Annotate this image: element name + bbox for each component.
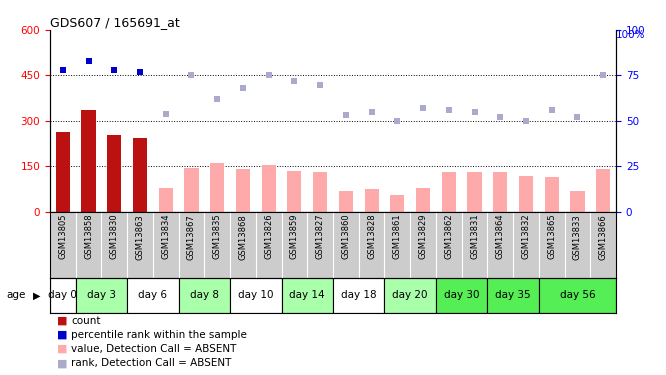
Text: GSM13834: GSM13834 (161, 214, 170, 260)
Text: ■: ■ (57, 358, 67, 368)
Bar (81, 110, 96, 212)
Text: day 8: day 8 (190, 290, 219, 300)
Text: GSM13829: GSM13829 (418, 214, 428, 260)
Bar (570, 191, 585, 212)
Text: GSM13860: GSM13860 (342, 214, 350, 260)
Bar (442, 172, 456, 212)
Text: day 30: day 30 (444, 290, 480, 300)
Bar (416, 188, 430, 212)
Text: count: count (71, 316, 101, 326)
Bar (313, 172, 327, 212)
Bar (184, 168, 198, 212)
Bar (436, 278, 488, 313)
Text: percentile rank within the sample: percentile rank within the sample (71, 330, 247, 340)
Text: GSM13831: GSM13831 (470, 214, 479, 260)
Text: day 56: day 56 (559, 290, 595, 300)
Bar (519, 176, 533, 212)
Text: GSM13867: GSM13867 (187, 214, 196, 260)
Text: GSM13864: GSM13864 (496, 214, 505, 260)
Text: GSM13865: GSM13865 (547, 214, 556, 260)
Bar (384, 278, 436, 313)
Text: day 3: day 3 (87, 290, 116, 300)
Bar (76, 278, 127, 313)
Text: day 18: day 18 (341, 290, 376, 300)
Bar (107, 135, 121, 212)
Text: GSM13866: GSM13866 (599, 214, 607, 260)
Text: 100%: 100% (616, 30, 645, 40)
Text: ■: ■ (57, 316, 67, 326)
Text: day 35: day 35 (496, 290, 531, 300)
Text: GSM13835: GSM13835 (212, 214, 222, 260)
Text: GSM13858: GSM13858 (84, 214, 93, 260)
Bar (390, 195, 404, 212)
Text: GSM13828: GSM13828 (367, 214, 376, 260)
Bar (539, 278, 616, 313)
Text: GSM13862: GSM13862 (444, 214, 454, 260)
Text: ▶: ▶ (33, 290, 41, 300)
Bar (596, 168, 610, 212)
Text: day 6: day 6 (139, 290, 167, 300)
Text: GSM13826: GSM13826 (264, 214, 273, 260)
Bar (133, 138, 147, 212)
Bar (178, 278, 230, 313)
Bar (230, 278, 282, 313)
Bar (56, 132, 70, 212)
Bar (210, 164, 224, 212)
Bar (468, 172, 482, 212)
Bar (488, 278, 539, 313)
Text: value, Detection Call = ABSENT: value, Detection Call = ABSENT (71, 344, 236, 354)
Bar (333, 278, 384, 313)
Bar (50, 278, 76, 313)
Bar (282, 278, 333, 313)
Text: ■: ■ (57, 344, 67, 354)
Bar (159, 188, 172, 212)
Text: GSM13861: GSM13861 (393, 214, 402, 260)
Text: ■: ■ (57, 330, 67, 340)
Text: GDS607 / 165691_at: GDS607 / 165691_at (50, 16, 180, 29)
Bar (339, 190, 353, 212)
Text: GSM13868: GSM13868 (238, 214, 248, 260)
Text: GSM13863: GSM13863 (135, 214, 145, 260)
Text: day 0: day 0 (49, 290, 77, 300)
Text: rank, Detection Call = ABSENT: rank, Detection Call = ABSENT (71, 358, 232, 368)
Text: GSM13830: GSM13830 (110, 214, 119, 260)
Bar (262, 165, 276, 212)
Text: day 10: day 10 (238, 290, 274, 300)
Bar (545, 177, 559, 212)
Bar (364, 189, 379, 212)
Bar (494, 172, 507, 212)
Text: GSM13805: GSM13805 (59, 214, 67, 260)
Bar (236, 168, 250, 212)
Text: day 14: day 14 (290, 290, 325, 300)
Bar (127, 278, 178, 313)
Text: day 20: day 20 (392, 290, 428, 300)
Bar (287, 171, 302, 212)
Text: GSM13859: GSM13859 (290, 214, 299, 260)
Text: GSM13833: GSM13833 (573, 214, 582, 260)
Text: age: age (7, 290, 26, 300)
Text: GSM13832: GSM13832 (521, 214, 531, 260)
Text: GSM13827: GSM13827 (316, 214, 324, 260)
